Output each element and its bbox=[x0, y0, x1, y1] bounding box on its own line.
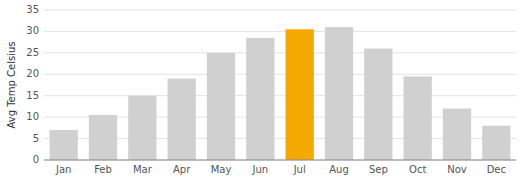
bar bbox=[207, 53, 235, 160]
y-tick-label: 0 bbox=[33, 154, 39, 165]
x-tick-label: Nov bbox=[447, 164, 467, 175]
bar bbox=[50, 130, 78, 160]
bar bbox=[168, 79, 196, 160]
y-tick-label: 15 bbox=[26, 90, 39, 101]
x-tick-label: Apr bbox=[173, 164, 191, 175]
x-tick-label: May bbox=[211, 164, 232, 175]
bar bbox=[325, 27, 353, 160]
grid-line bbox=[44, 160, 516, 161]
grid-line bbox=[44, 74, 516, 75]
y-grid bbox=[44, 10, 516, 160]
bar bbox=[246, 38, 274, 160]
background bbox=[0, 0, 524, 180]
chart-container: 0 5 10 15 20 25 30 35 Jan Feb Mar Apr May Jun Jul Aug Se… bbox=[0, 0, 524, 180]
bar bbox=[404, 76, 432, 160]
bar bbox=[89, 115, 117, 160]
y-tick-label: 25 bbox=[26, 47, 39, 58]
grid-line bbox=[44, 52, 516, 53]
page: {"chart_data": {"type": "bar", "ylabel":… bbox=[0, 0, 524, 180]
y-tick-label: 5 bbox=[33, 133, 39, 144]
x-tick-label: Mar bbox=[133, 164, 153, 175]
y-tick-label: 30 bbox=[26, 25, 39, 36]
grid-line bbox=[44, 95, 516, 96]
chart-svg: 0 5 10 15 20 25 30 35 Jan Feb Mar Apr May Jun Jul Aug Se… bbox=[0, 0, 524, 180]
bar bbox=[482, 126, 510, 160]
y-tick-label: 20 bbox=[26, 68, 39, 79]
bar bbox=[443, 109, 471, 160]
x-tick-label: Dec bbox=[487, 164, 506, 175]
x-tick-label: Jan bbox=[55, 164, 71, 175]
bar bbox=[364, 49, 392, 160]
x-tick-label: Aug bbox=[329, 164, 349, 175]
x-tick-label: Feb bbox=[94, 164, 112, 175]
bar bbox=[286, 29, 314, 160]
grid-line bbox=[44, 10, 516, 11]
x-axis: Jan Feb Mar Apr May Jun Jul Aug Sep Oct Nov Dec bbox=[55, 164, 506, 175]
grid-line bbox=[44, 31, 516, 32]
x-tick-label: Oct bbox=[409, 164, 426, 175]
y-axis: 0 5 10 15 20 25 30 35 bbox=[26, 4, 39, 165]
y-axis-label: Avg Temp Celsius bbox=[6, 42, 17, 129]
x-axis-line bbox=[44, 160, 516, 161]
y-tick-label: 10 bbox=[26, 111, 39, 122]
x-tick-label: Sep bbox=[369, 164, 388, 175]
x-tick-label: Jul bbox=[293, 164, 306, 175]
x-tick-label: Jun bbox=[252, 164, 269, 175]
bar bbox=[128, 96, 156, 160]
y-tick-label: 35 bbox=[26, 4, 39, 15]
bars bbox=[50, 27, 511, 160]
